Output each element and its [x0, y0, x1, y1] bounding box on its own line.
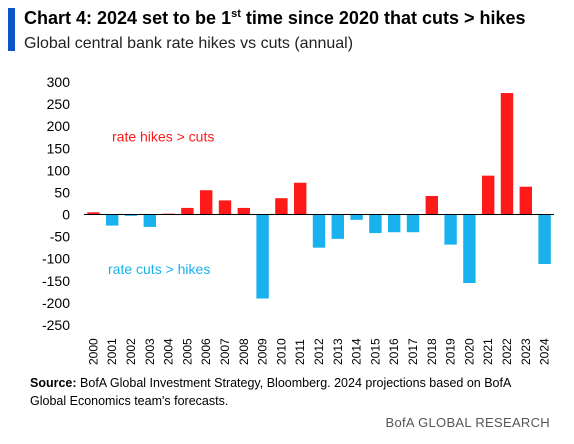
chart-annotation: rate hikes > cuts [112, 129, 214, 145]
y-tick-label: 50 [54, 184, 70, 200]
y-tick-label: 0 [62, 207, 70, 223]
bar-2018 [425, 195, 439, 215]
x-tick-label: 2008 [237, 338, 251, 365]
y-tick-label: -150 [42, 273, 70, 289]
x-tick-label: 2004 [162, 338, 176, 365]
y-tick-label: 250 [47, 96, 71, 112]
y-tick-label: 300 [47, 74, 71, 90]
bar-2013 [331, 214, 345, 239]
bar-2015 [369, 214, 382, 234]
bar-2007 [218, 200, 232, 215]
x-tick-label: 2011 [293, 339, 307, 365]
bar-2017 [406, 214, 420, 233]
x-tick-label: 2003 [143, 338, 157, 365]
bar-2012 [312, 214, 326, 248]
y-tick-label: -250 [42, 317, 70, 333]
bar-2002 [124, 214, 138, 216]
x-tick-label: 2016 [387, 338, 401, 365]
x-tick-label: 2013 [331, 338, 345, 365]
x-tick-label: 2006 [199, 338, 213, 365]
bar-2008 [237, 207, 251, 215]
x-tick-label: 2023 [519, 338, 533, 365]
bar-2014 [350, 214, 363, 220]
bar-2016 [387, 214, 401, 233]
bar-chart: -250 -200 -150 -100 -50 0 50 100 150 200 250 300 200… [42, 74, 554, 365]
x-tick-label: 2019 [444, 338, 458, 365]
x-tick-label: 2021 [481, 338, 495, 365]
x-tick-label: 2024 [538, 338, 552, 365]
brand-label: BofA GLOBAL RESEARCH [385, 415, 550, 430]
y-tick-label: -100 [42, 251, 70, 267]
bar-2000 [87, 212, 100, 215]
chart-subtitle: Global central bank rate hikes vs cuts (… [24, 35, 354, 52]
bar-2005 [181, 207, 194, 215]
bar-2022 [500, 93, 514, 215]
y-tick-label: 150 [47, 140, 71, 156]
bar-2010 [275, 198, 288, 215]
x-tick-label: 2001 [105, 338, 119, 365]
source-label: Source: [30, 376, 77, 390]
source-note: Source: BofA Global Investment Strategy,… [30, 374, 550, 410]
title-main: Chart 4: 2024 set to be 1 [24, 8, 232, 28]
y-tick-label: 100 [47, 162, 71, 178]
x-tick-label: 2009 [256, 338, 270, 365]
title-accent-bar [8, 8, 15, 51]
bar-2006 [199, 190, 213, 215]
bar-2001 [105, 214, 119, 226]
x-tick-label: 2020 [462, 338, 476, 365]
y-tick-label: -200 [42, 295, 70, 311]
x-tick-label: 2022 [500, 338, 514, 365]
title-superscript: st [231, 8, 241, 20]
x-tick-label: 2005 [180, 338, 194, 365]
x-tick-label: 2015 [368, 338, 382, 365]
x-tick-label: 2014 [350, 338, 364, 365]
bar-2020 [463, 214, 476, 284]
chart-title: Chart 4: 2024 set to be 1st time since 2… [24, 8, 526, 29]
title-rest: time since 2020 that cuts > hikes [240, 8, 526, 28]
y-tick-label: 200 [47, 118, 71, 134]
bar-2011 [293, 182, 307, 215]
chart-annotation: rate cuts > hikes [108, 261, 210, 277]
x-tick-label: 2018 [425, 338, 439, 365]
x-tick-label: 2007 [218, 338, 232, 365]
y-tick-label: -50 [50, 229, 70, 245]
bar-2003 [143, 214, 157, 227]
x-tick-label: 2017 [406, 338, 420, 365]
bar-2021 [481, 175, 495, 215]
x-tick-label: 2010 [274, 338, 288, 365]
bar-2009 [256, 214, 269, 299]
source-text: BofA Global Investment Strategy, Bloombe… [30, 376, 511, 408]
bar-2019 [444, 214, 457, 245]
x-tick-label: 2002 [124, 338, 138, 365]
bar-2023 [519, 186, 533, 215]
x-tick-label: 2000 [86, 338, 100, 365]
bar-2024 [538, 214, 551, 265]
x-tick-label: 2012 [312, 338, 326, 365]
